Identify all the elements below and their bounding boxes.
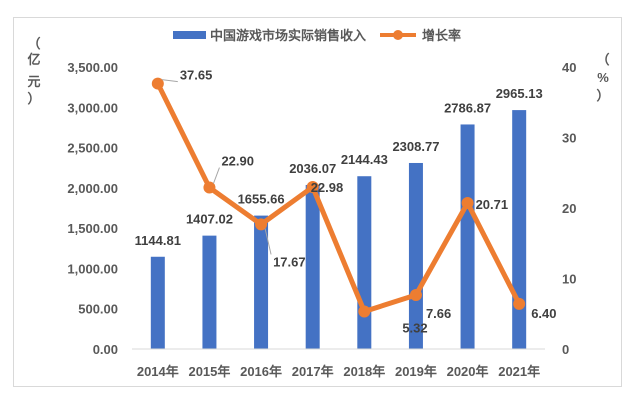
bar-value-label: 1144.81 xyxy=(135,233,181,248)
y-right-label-char: % xyxy=(597,70,609,85)
x-tick-label: 2016年 xyxy=(240,364,282,379)
bar-value-label: 1655.66 xyxy=(238,192,285,207)
growth-value-label: 22.90 xyxy=(221,154,254,169)
x-tick-label: 2017年 xyxy=(292,364,334,379)
y-left-label-char: ） xyxy=(27,91,40,106)
y-right-label-char: （ xyxy=(596,52,609,67)
y-left-tick-label: 1,000.00 xyxy=(67,261,118,276)
bar-value-label: 2308.77 xyxy=(392,139,439,154)
bar-1 xyxy=(150,256,165,349)
x-tick-label: 2020年 xyxy=(447,364,489,379)
y-right-tick-label: 20 xyxy=(562,201,576,216)
y-right-tick-label: 0 xyxy=(562,342,569,357)
growth-value-label: 7.66 xyxy=(426,306,451,321)
bar-7 xyxy=(460,124,475,349)
growth-leader-line xyxy=(264,228,272,255)
growth-value-label: 17.67 xyxy=(273,254,306,269)
bar-3 xyxy=(254,215,269,349)
y-right-tick-label: 40 xyxy=(562,60,576,75)
growth-value-label: 20.71 xyxy=(476,197,509,212)
growth-point-8 xyxy=(513,297,526,310)
bar-8 xyxy=(512,110,527,349)
growth-point-5 xyxy=(358,305,371,318)
bar-value-label: 1407.02 xyxy=(186,212,233,227)
y-left-tick-label: 2,000.00 xyxy=(67,181,118,196)
growth-point-3 xyxy=(255,218,268,231)
x-tick-label: 2021年 xyxy=(498,364,540,379)
y-left-label-char: （ xyxy=(27,36,40,51)
bar-5 xyxy=(357,176,372,349)
bar-value-label: 2144.43 xyxy=(341,152,388,167)
y-left-tick-label: 3,500.00 xyxy=(67,60,118,75)
growth-point-2 xyxy=(203,181,216,194)
bar-2 xyxy=(202,235,217,349)
x-tick-label: 2015年 xyxy=(188,364,230,379)
growth-value-label: 6.40 xyxy=(531,306,556,321)
y-left-tick-label: 3,000.00 xyxy=(67,100,118,115)
growth-value-label: 22.98 xyxy=(311,180,344,195)
y-left-tick-label: 1,500.00 xyxy=(67,221,118,236)
growth-leader-line xyxy=(212,167,220,184)
y-left-tick-label: 500.00 xyxy=(78,302,118,317)
y-left-label-char: 亿 xyxy=(27,52,40,67)
y-right-tick-label: 30 xyxy=(562,131,576,146)
legend-bar-swatch xyxy=(173,31,206,39)
growth-leader-line xyxy=(161,79,178,83)
bar-value-label: 2965.13 xyxy=(496,86,543,101)
y-right-label-char: ） xyxy=(596,88,609,103)
y-right-tick-label: 10 xyxy=(562,272,576,287)
bar-value-label: 2036.07 xyxy=(289,161,336,176)
growth-value-label: 5.32 xyxy=(402,320,427,335)
legend-line-marker xyxy=(393,30,403,40)
bar-6 xyxy=(408,162,423,349)
y-left-tick-label: 2,500.00 xyxy=(67,141,118,156)
growth-point-4 xyxy=(306,180,319,193)
growth-point-1 xyxy=(151,77,164,90)
y-left-label-char: 元 xyxy=(27,74,40,89)
x-tick-label: 2018年 xyxy=(343,364,385,379)
x-tick-label: 2019年 xyxy=(395,364,437,379)
growth-point-6 xyxy=(409,288,422,301)
x-tick-label: 2014年 xyxy=(137,364,179,379)
bar-value-label: 2786.87 xyxy=(444,100,491,115)
legend-bar-label: 中国游戏市场实际销售收入 xyxy=(210,28,366,43)
y-left-tick-label: 0.00 xyxy=(93,342,118,357)
growth-rate-line xyxy=(155,82,522,314)
legend-line-label: 增长率 xyxy=(422,28,461,43)
growth-point-7 xyxy=(461,196,474,209)
bar-4 xyxy=(305,184,320,349)
growth-value-label: 37.65 xyxy=(180,68,213,83)
